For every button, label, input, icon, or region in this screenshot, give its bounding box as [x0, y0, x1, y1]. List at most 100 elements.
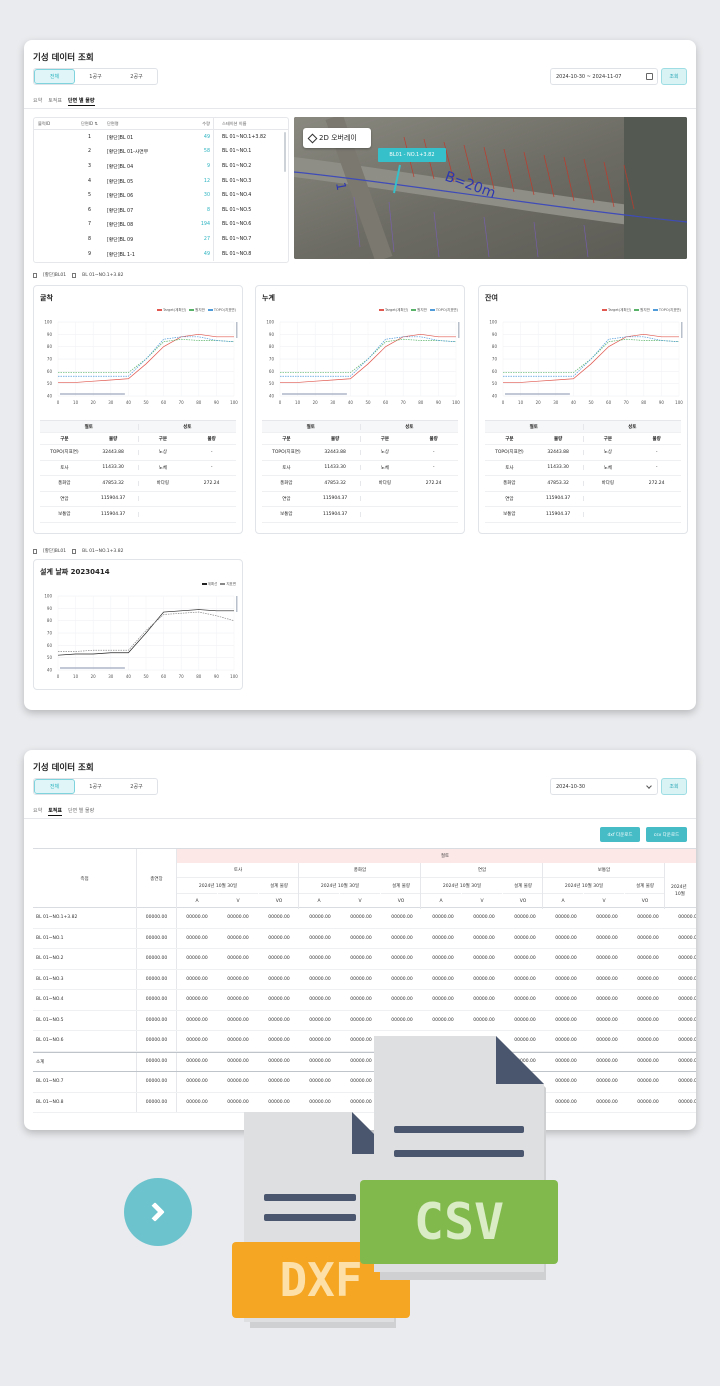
y-tick-label: 40	[269, 394, 275, 399]
segment-zone-2[interactable]: 2공구	[130, 784, 143, 790]
segment-all[interactable]: 전체	[34, 779, 75, 794]
calendar-icon	[646, 73, 653, 80]
value-cell: 00000.00	[268, 976, 290, 982]
x-tick-label: 90	[659, 400, 665, 405]
tab-earthwork[interactable]: 토적표	[48, 808, 63, 816]
station-name: BL 01~NO.3	[213, 173, 288, 189]
station-cell: BL 01~NO.7	[33, 1072, 137, 1092]
col-total-length: 총연장	[137, 849, 177, 909]
list-item[interactable]: 5 [황단]BL 06 30 BL 01~NO.4	[34, 188, 288, 203]
value-cell: 00000.00	[637, 1038, 659, 1044]
value-cell: 00000.00	[268, 1017, 290, 1023]
table-row: 풍화암 47853.32 바다링 272.24	[262, 476, 458, 492]
tab-earthwork[interactable]: 토적표	[48, 98, 63, 104]
quantity-table: 절토 성토 구분 물량 구분 물량 TOPO(지표면) 32443.88 노상 - 토사 1143…	[262, 420, 458, 523]
station-cell: BL 01~NO.6	[33, 1031, 137, 1051]
series-line-0	[57, 609, 234, 656]
value-cell: 00000.00	[555, 1059, 577, 1065]
value-cell: 00000.00	[309, 915, 331, 921]
table-row[interactable]: BL 01~NO.7 00000.00 00000.00 00000.00 00000.…	[33, 1072, 696, 1093]
value-cell: 00000.00	[555, 1099, 577, 1105]
table-row[interactable]: BL 01~NO.1 00000.00 00000.00 00000.00 00000.…	[33, 928, 696, 949]
x-tick-label: 100	[675, 400, 683, 405]
value-cell: 00000.00	[268, 1059, 290, 1065]
scrollbar[interactable]	[284, 132, 286, 172]
section-qty: 12	[203, 178, 210, 184]
breadcrumb-station: BL 01~NO.1+3.82	[82, 548, 124, 554]
station-name: BL 01~NO.6	[213, 217, 288, 233]
section-rows: 1 [황단]BL 01 49 BL 01~NO.1+3.82 2 [황단]BL 01-사면…	[34, 130, 288, 262]
segment-zone-1[interactable]: 1공구	[89, 784, 102, 790]
x-tick-label: 0	[279, 400, 282, 405]
section-no: 8	[87, 236, 92, 242]
table-row[interactable]: 소계 00000.00 00000.00 00000.00 00000.00 00000.…	[33, 1051, 696, 1072]
value-cell: 00000.00	[137, 949, 177, 969]
x-tick-label: 50	[588, 400, 594, 405]
table-row[interactable]: BL 01~NO.1+3.82 00000.00 00000.00 00000.00 0…	[33, 908, 696, 929]
list-item[interactable]: 7 [황단]BL 08 194 BL 01~NO.6	[34, 217, 288, 233]
segment-zone-2[interactable]: 2공구	[130, 74, 143, 80]
value-cell: 00000.00	[227, 976, 249, 982]
x-tick-label: 90	[214, 674, 220, 679]
sort-icon[interactable]: ⇅	[94, 120, 99, 126]
map-view[interactable]: B=20m 1 2D 오버레이 BL01 - NO.1+3.82	[294, 117, 687, 259]
table-row: 보통암 115904.37	[262, 507, 458, 523]
table-row[interactable]: BL 01~NO.5 00000.00 00000.00 00000.00 00000.…	[33, 1010, 696, 1031]
date-header-partial: 2024년	[671, 884, 687, 890]
tab-summary[interactable]: 요약	[33, 98, 43, 104]
col-section-id[interactable]: 단면ID ⇅	[80, 120, 99, 126]
x-tick-label: 40	[126, 674, 132, 679]
x-tick-label: 20	[536, 400, 542, 405]
chart-scrollbar	[458, 322, 460, 338]
query-button[interactable]: 조회	[661, 68, 687, 85]
x-tick-label: 20	[91, 674, 97, 679]
chart-legend: Target(계획선) 원지반 TOPO(지표면)	[601, 308, 681, 313]
value-cell: 00000.00	[514, 935, 536, 941]
date-range-picker[interactable]: 2024-10-30 ~ 2024-11-07	[550, 68, 658, 85]
fill-type: 노상	[603, 450, 613, 456]
list-item[interactable]: 2 [황단]BL 01-사면부 58 BL 01~NO.1	[34, 144, 288, 160]
table-row[interactable]: BL 01~NO.8 00000.00 00000.00 00000.00 00000.…	[33, 1092, 696, 1113]
value-cell: 00000.00	[350, 956, 372, 962]
value-cell: 00000.00	[227, 1059, 249, 1065]
list-item[interactable]: 1 [황단]BL 01 49 BL 01~NO.1+3.82	[34, 130, 288, 145]
fill-qty: 272.24	[203, 480, 220, 486]
overlay-toggle-button[interactable]: 2D 오버레이	[303, 128, 371, 148]
query-button[interactable]: 조회	[661, 778, 687, 795]
table-row[interactable]: BL 01~NO.6 00000.00 00000.00 00000.00 00000.…	[33, 1031, 696, 1052]
list-item[interactable]: 6 [황단]BL 07 8 BL 01~NO.5	[34, 202, 288, 218]
value-cell: 00000.00	[137, 908, 177, 928]
value-cell: 00000.00	[309, 1017, 331, 1023]
station-cell: BL 01~NO.1	[33, 928, 137, 948]
date-select[interactable]: 2024-10-30	[550, 778, 658, 795]
value-cell: 00000.00	[186, 1017, 208, 1023]
segment-all[interactable]: 전체	[34, 69, 75, 84]
csv-file-icon: CSV	[360, 1036, 558, 1284]
list-item[interactable]: 4 [황단]BL 05 12 BL 01~NO.3	[34, 173, 288, 189]
tab-section-quantity[interactable]: 단면 별 물량	[68, 808, 95, 814]
value-cell: 00000.00	[227, 935, 249, 941]
table-row[interactable]: BL 01~NO.3 00000.00 00000.00 00000.00 00000.…	[33, 969, 696, 990]
tab-section-quantity[interactable]: 단면 별 물량	[68, 98, 95, 106]
station-cell: BL 01~NO.8	[33, 1092, 137, 1112]
value-cell: 00000.00	[514, 997, 536, 1003]
breadcrumb: [황단]BL01 BL 01~NO.1+3.82	[33, 548, 123, 554]
y-tick-label: 80	[47, 344, 53, 349]
csv-download-button[interactable]: csv 다운로드	[646, 827, 687, 842]
date-header: 2024년 10월 30일	[442, 883, 482, 889]
segment-zone-1[interactable]: 1공구	[89, 74, 102, 80]
value-cell: 00000.00	[678, 956, 696, 962]
col-section-name: 단면명	[107, 120, 119, 126]
list-item[interactable]: 8 [황단]BL 09 27 BL 01~NO.7	[34, 232, 288, 247]
table-row[interactable]: BL 01~NO.2 00000.00 00000.00 00000.00 00000.…	[33, 949, 696, 970]
table-row[interactable]: BL 01~NO.4 00000.00 00000.00 00000.00 00000.…	[33, 990, 696, 1011]
section-qty: 49	[203, 134, 210, 140]
tab-summary[interactable]: 요약	[33, 808, 43, 814]
dxf-download-button[interactable]: dxf 다운로드	[600, 827, 640, 842]
list-item[interactable]: 9 [황단]BL 1-1 49 BL 01~NO.8	[34, 246, 288, 262]
list-item[interactable]: 3 [황단]BL 04 9 BL 01~NO.2	[34, 159, 288, 174]
value-cell: 00000.00	[678, 1079, 696, 1085]
table-column-header: 구분 물량 구분 물량	[485, 433, 681, 445]
value-cell: 00000.00	[186, 956, 208, 962]
x-tick-label: 60	[161, 400, 167, 405]
